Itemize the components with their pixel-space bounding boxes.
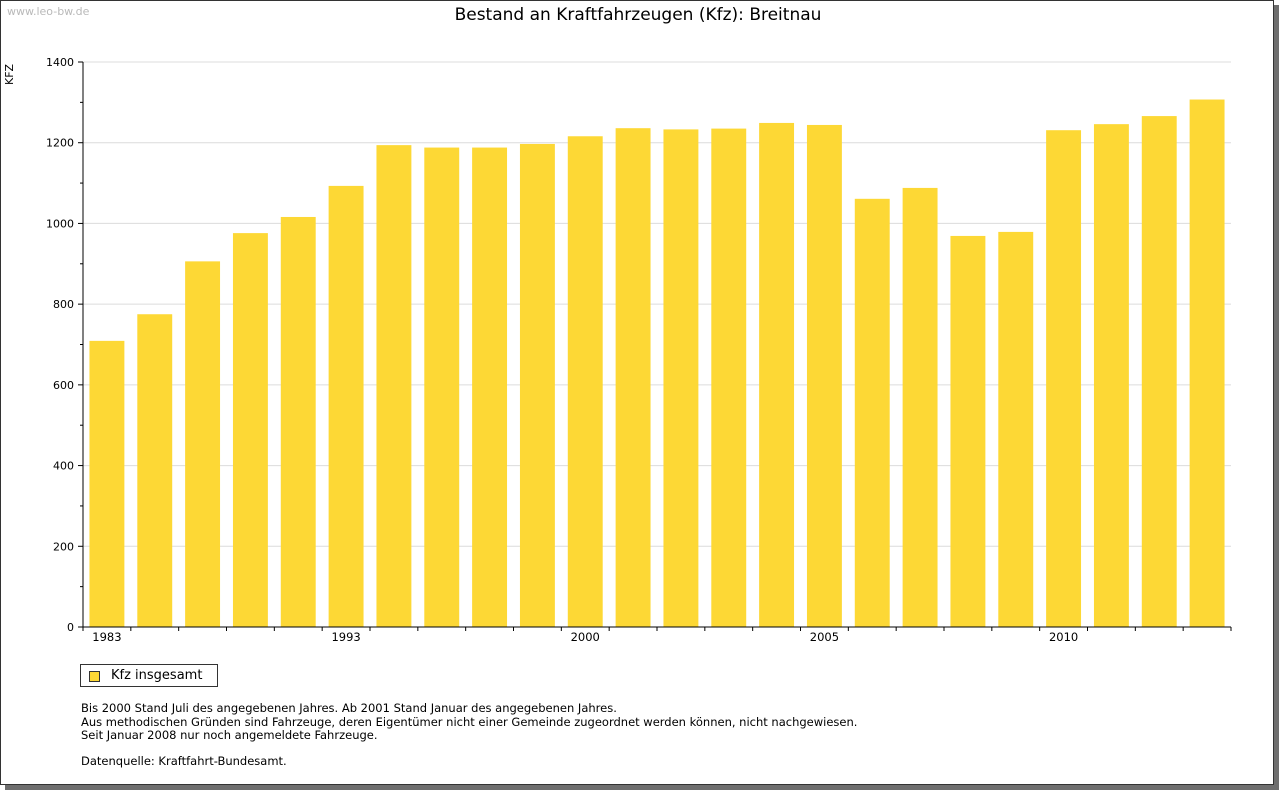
bar: [328, 185, 364, 627]
footnote: Seit Januar 2008 nur noch angemeldete Fa…: [81, 728, 378, 742]
y-tick-label: 1200: [46, 137, 74, 150]
bar-chart: 0 200 400 600 800 1000 1200 1400 1983 1993 2000 20…: [46, 56, 1232, 644]
bar: [759, 122, 795, 628]
bars: [89, 99, 1225, 628]
x-tick-label: 1983: [92, 630, 121, 644]
footnote: Bis 2000 Stand Juli des angegebenen Jahr…: [81, 701, 617, 715]
bar: [280, 216, 316, 627]
bar: [232, 233, 268, 627]
bar: [854, 198, 890, 627]
y-tick-label: 0: [67, 621, 74, 634]
bar: [998, 231, 1034, 627]
y-tick-label: 400: [53, 460, 74, 473]
bar: [902, 187, 938, 627]
x-tick-label: 2010: [1049, 630, 1078, 644]
bar: [1189, 99, 1225, 627]
bar: [185, 261, 221, 627]
footnote: Aus methodischen Gründen sind Fahrzeuge,…: [81, 714, 858, 729]
y-tick-label: 1000: [46, 217, 74, 230]
bar: [89, 340, 125, 627]
y-tick-label: 200: [53, 540, 74, 553]
legend: Kfz insgesamt: [80, 664, 218, 687]
bar: [1046, 130, 1082, 628]
data-source: Datenquelle: Kraftfahrt-Bundesamt.: [81, 754, 287, 768]
bar: [1093, 124, 1129, 628]
bar: [950, 235, 986, 628]
x-tick-label: 2005: [810, 630, 839, 644]
x-axis-ticks: 1983 1993 2000 2005 2010: [82, 627, 1232, 644]
x-tick-label: 1993: [331, 630, 360, 644]
x-tick-label: 2000: [571, 630, 600, 644]
bar: [615, 128, 651, 627]
y-tick-label: 600: [53, 379, 74, 392]
chart-title: Bestand an Kraftfahrzeugen (Kfz): Breitn…: [454, 5, 822, 25]
bar: [137, 314, 173, 627]
gridlines: [83, 61, 1231, 547]
bar: [519, 143, 555, 628]
bar: [663, 129, 699, 627]
footnotes: Bis 2000 Stand Juli des angegebenen Jahr…: [81, 701, 858, 743]
y-tick-label: 1400: [46, 56, 74, 69]
y-axis-ticks: 0 200 400 600 800 1000 1200 1400: [46, 56, 83, 634]
y-tick-label: 800: [53, 298, 74, 311]
bar: [424, 147, 460, 628]
bar: [806, 124, 842, 627]
bar: [472, 147, 508, 628]
legend-label: Kfz insgesamt: [111, 668, 203, 683]
bar: [1141, 116, 1177, 627]
bar: [376, 145, 412, 627]
bar: [711, 128, 747, 627]
watermark: www.leo-bw.de: [7, 5, 90, 18]
legend-swatch: [89, 671, 100, 682]
bar: [567, 136, 603, 627]
